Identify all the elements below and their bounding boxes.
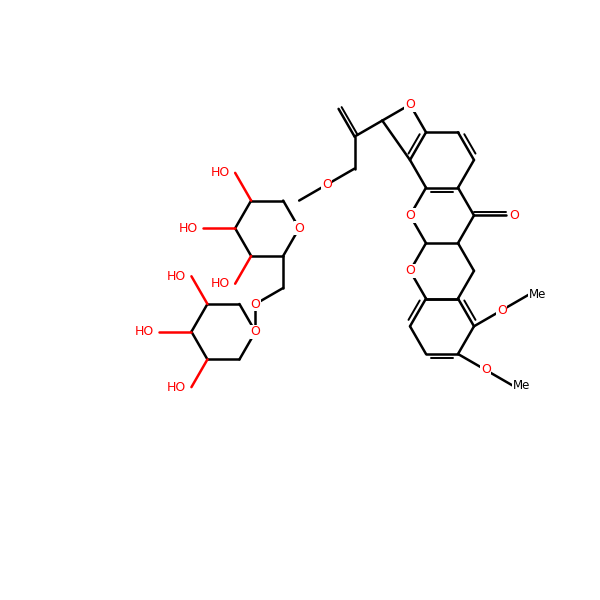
Text: O: O <box>497 304 506 317</box>
Text: O: O <box>481 364 491 376</box>
Text: HO: HO <box>167 380 187 394</box>
Text: HO: HO <box>167 270 187 283</box>
Text: HO: HO <box>179 222 198 235</box>
Text: Me: Me <box>529 288 546 301</box>
Text: O: O <box>322 178 332 191</box>
Text: O: O <box>294 222 304 235</box>
Text: HO: HO <box>135 325 154 338</box>
Text: O: O <box>250 325 260 338</box>
Text: O: O <box>509 209 519 222</box>
Text: Me: Me <box>513 379 530 392</box>
Text: O: O <box>405 265 415 277</box>
Text: O: O <box>405 209 415 222</box>
Text: HO: HO <box>211 166 230 179</box>
Text: O: O <box>250 298 260 311</box>
Text: HO: HO <box>211 277 230 290</box>
Text: O: O <box>405 98 415 111</box>
